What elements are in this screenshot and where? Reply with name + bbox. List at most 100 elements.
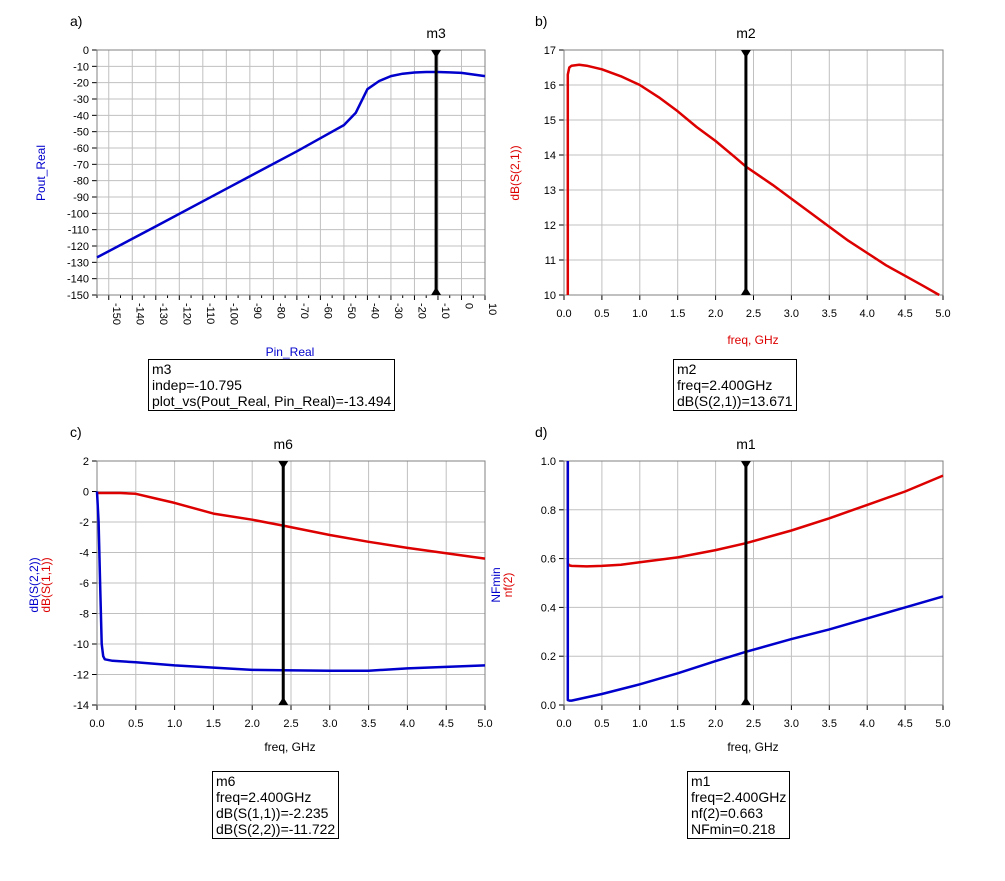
y-tick-label: -12 (73, 670, 89, 682)
y-tick-label: -130 (67, 257, 89, 269)
y-tick-label: 16 (544, 80, 556, 92)
x-tick-label: 3.0 (784, 308, 799, 320)
y-axis-label: Pout_Real (34, 145, 48, 201)
plot-frame (96, 460, 486, 706)
series-line-NFmin (566, 461, 944, 702)
marker-top-arrow (740, 461, 751, 469)
y-tick-label: 14 (544, 150, 556, 162)
panel-label: d) (535, 424, 547, 440)
x-tick-label: 0.5 (594, 308, 609, 320)
x-axis-label: Pin_Real (266, 345, 315, 359)
marker-bottom-arrow (740, 287, 751, 295)
x-tick-label: 3.0 (322, 718, 337, 730)
panel-label: b) (535, 13, 547, 29)
marker-top-arrow (431, 50, 442, 58)
marker-label: m2 (736, 25, 756, 41)
x-tick-label: -140 (133, 303, 145, 325)
y-tick-label: -10 (73, 639, 89, 651)
x-tick-label: 0.0 (89, 718, 104, 730)
x-tick-label: 4.0 (860, 718, 875, 730)
y-tick-label: -70 (73, 159, 89, 171)
y-tick-label: -6 (79, 578, 89, 590)
x-tick-label: 1.5 (206, 718, 221, 730)
y-tick-label: -110 (68, 225, 89, 237)
x-tick-label: -50 (345, 303, 357, 319)
x-tick-label: -40 (368, 303, 380, 319)
plot-frame (96, 49, 486, 296)
chart-c: c) 0.0 0.5 1.0 1.5 2.0 2.5 3.0 3.5 4.0 4.5 5.0 2 0 -2 -… (27, 424, 493, 754)
y-tick-label: -120 (67, 241, 89, 253)
x-tick-label: 4.5 (439, 718, 454, 730)
marker-box-line: freq=2.400GHz (677, 377, 773, 393)
y-tick-label: -140 (67, 274, 89, 286)
marker-top-arrow (740, 50, 751, 58)
y-tick-label: -8 (79, 609, 89, 621)
y-tick-label: -14 (73, 700, 89, 712)
x-tick-label: 1.0 (632, 718, 647, 730)
y-tick-label: -40 (73, 110, 89, 122)
x-tick-label: 5.0 (935, 718, 950, 730)
y-axis-label: NFmin (489, 567, 503, 602)
marker-box-line: dB(S(1,1))=-2.235 (216, 805, 329, 821)
y-tick-label: 10 (544, 290, 556, 302)
x-tick-label: -120 (180, 303, 192, 325)
marker-bottom-arrow (278, 697, 289, 705)
marker-box-line: indep=-10.795 (152, 377, 242, 393)
x-tick-label: 3.5 (822, 308, 837, 320)
panel-label: a) (70, 13, 82, 29)
plot-frame (563, 460, 944, 706)
chart-b: b) 0.0 0.5 1.0 1.5 2.0 2.5 3.0 3.5 4.0 4.5 5.0 10 11 1… (508, 13, 951, 347)
x-tick-label: 3.5 (822, 718, 837, 730)
y-tick-label: -20 (73, 78, 89, 90)
y-tick-label: -90 (73, 192, 89, 204)
x-tick-label: -150 (110, 303, 122, 325)
x-tick-label: -30 (392, 303, 404, 319)
marker-top-arrow (278, 461, 289, 469)
y-axis-label: nf(2) (501, 573, 515, 598)
y-tick-label: 1.0 (541, 456, 556, 468)
marker-box-line: plot_vs(Pout_Real, Pin_Real)=-13.494 (152, 393, 392, 409)
y-tick-label: -10 (73, 61, 89, 73)
marker-label: m1 (736, 436, 756, 452)
marker-box-line: dB(S(2,1))=13.671 (677, 393, 793, 409)
x-tick-label: 5.0 (935, 308, 950, 320)
marker-box-title: m3 (152, 361, 172, 377)
x-tick-label: 4.0 (400, 718, 415, 730)
y-tick-label: 0.0 (541, 700, 556, 712)
x-tick-label: -100 (227, 303, 239, 325)
x-axis-label: freq, GHz (727, 333, 778, 347)
y-tick-label: -100 (67, 208, 89, 220)
x-tick-label: 2.0 (708, 718, 723, 730)
x-tick-label: 10 (486, 303, 498, 315)
chart-d: d) 0.0 0.5 1.0 1.5 2.0 2.5 3.0 3.5 4.0 4.5 5.0 1.0 0.… (489, 424, 951, 754)
y-tick-label: 2 (83, 456, 89, 468)
series-line-series-0 (566, 63, 940, 297)
series-line-dB(S(2,2)) (95, 491, 486, 672)
series-line-dB(S(1,1)) (97, 491, 486, 560)
marker-box-title: m6 (216, 773, 236, 789)
x-axis-label: freq, GHz (264, 740, 315, 754)
marker-box-line: nf(2)=0.663 (691, 805, 763, 821)
plot-frame (563, 49, 944, 296)
y-axis-label: dB(S(1,1)) (39, 557, 53, 612)
x-tick-label: 2.0 (245, 718, 260, 730)
y-tick-label: -150 (67, 290, 89, 302)
chart-a: a)-150 -140 -130 -120 -110 -100 -90 -80 -70 -60 -5… (34, 13, 498, 359)
x-tick-label: 0.0 (556, 718, 571, 730)
x-tick-label: 4.5 (897, 718, 912, 730)
y-tick-label: 13 (544, 185, 556, 197)
x-tick-label: 1.5 (670, 718, 685, 730)
y-tick-label: 0.2 (541, 651, 556, 663)
y-tick-label: -2 (79, 517, 89, 529)
x-tick-label: -20 (415, 303, 427, 319)
marker-box-title: m2 (677, 361, 697, 377)
x-tick-label: 0 (462, 303, 474, 309)
marker-label: m3 (426, 25, 446, 41)
x-tick-label: 2.5 (283, 718, 298, 730)
x-tick-label: 2.5 (746, 718, 761, 730)
series-line-nf(2) (566, 461, 944, 568)
y-tick-label: -50 (73, 127, 89, 139)
x-tick-label: 2.5 (746, 308, 761, 320)
y-tick-label: 12 (544, 220, 556, 232)
